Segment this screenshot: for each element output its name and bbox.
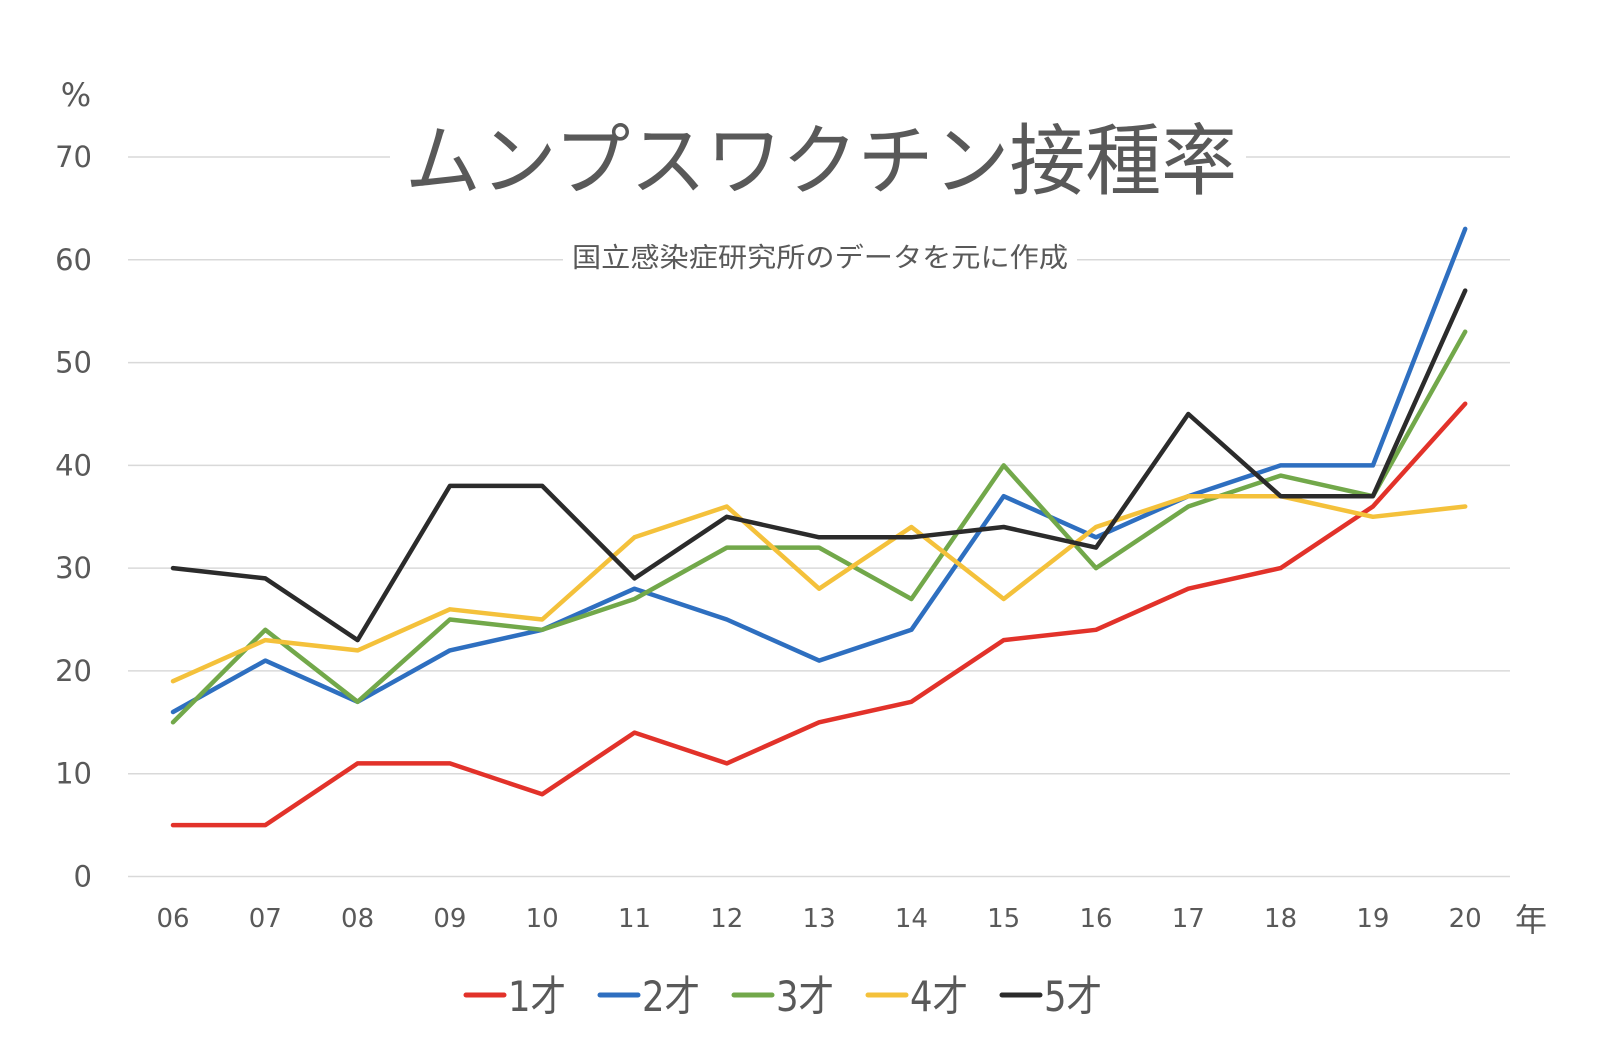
x-tick-label: 17 [1172,904,1205,934]
series-lines [170,226,1468,828]
legend-label: 4才 [910,972,968,1021]
series-line [170,329,1468,725]
series-1 [170,401,1468,828]
x-tick-label: 09 [433,904,466,934]
y-axis-unit-label: % [61,76,91,114]
y-tick-label: 0 [74,860,92,894]
x-tick-label: 20 [1449,904,1482,934]
gridlines [128,156,1510,878]
y-tick-label: 60 [55,243,92,277]
y-tick-label: 50 [55,346,92,380]
series-3 [170,329,1468,725]
legend-item: 3才 [731,972,834,1021]
legend-label: 5才 [1044,972,1102,1021]
series-5 [170,288,1468,643]
y-tick-label: 40 [55,448,92,482]
x-tick-label: 13 [803,904,836,934]
legend-label: 1才 [508,972,566,1021]
y-tick-label: 30 [55,551,92,585]
series-2 [170,226,1468,715]
title-background [390,118,1246,204]
legend-label: 3才 [776,972,834,1021]
x-tick-label: 12 [710,904,743,934]
legend: 1才 2才 3才 4才 5才 [463,972,1102,1021]
legend-item: 1才 [463,972,566,1021]
x-tick-label: 16 [1079,904,1112,934]
x-axis-unit-label: 年 [1515,901,1547,939]
y-axis-ticks: 0 10 20 30 40 50 60 70 [55,140,92,894]
chart-subtitle: 国立感染症研究所のデータを元に作成 [572,243,1068,274]
legend-item: 4才 [865,972,968,1021]
series-4 [170,493,1468,684]
x-tick-label: 19 [1356,904,1389,934]
x-tick-label: 18 [1264,904,1297,934]
legend-label: 2才 [642,972,700,1021]
x-tick-label: 07 [249,904,282,934]
x-tick-label: 14 [895,904,928,934]
legend-item: 5才 [999,972,1102,1021]
x-tick-label: 06 [156,904,189,934]
x-tick-label: 08 [341,904,374,934]
y-tick-label: 20 [55,654,92,688]
chart-title: ムンプスワクチン接種率 [405,117,1237,207]
x-tick-label: 11 [618,904,651,934]
x-axis-ticks: 06 07 08 09 10 11 12 13 14 15 16 17 18 19 20 [156,904,1481,934]
y-tick-label: 10 [55,757,92,791]
x-tick-label: 10 [526,904,559,934]
subtitle-background [563,236,1077,278]
legend-item: 2才 [597,972,700,1021]
x-tick-label: 15 [987,904,1020,934]
y-tick-label: 70 [55,140,92,174]
series-line [170,226,1468,715]
